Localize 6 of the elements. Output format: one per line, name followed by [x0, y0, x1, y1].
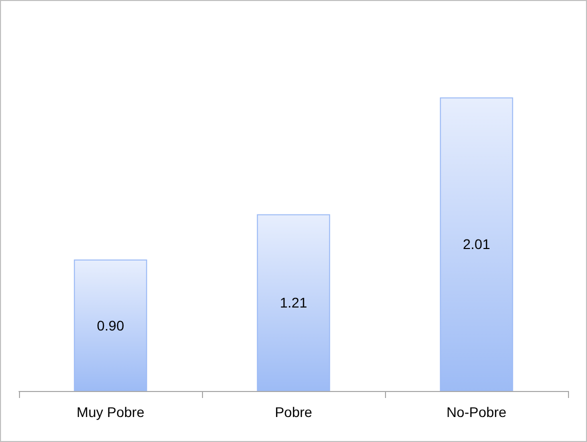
x-tick-label: Muy Pobre [76, 404, 145, 420]
data-label: 1.21 [280, 294, 308, 311]
x-tick-label: Pobre [274, 404, 312, 420]
data-label: 0.90 [96, 317, 124, 334]
x-tick-label: No-Pobre [446, 404, 507, 420]
data-label: 2.01 [462, 236, 490, 252]
